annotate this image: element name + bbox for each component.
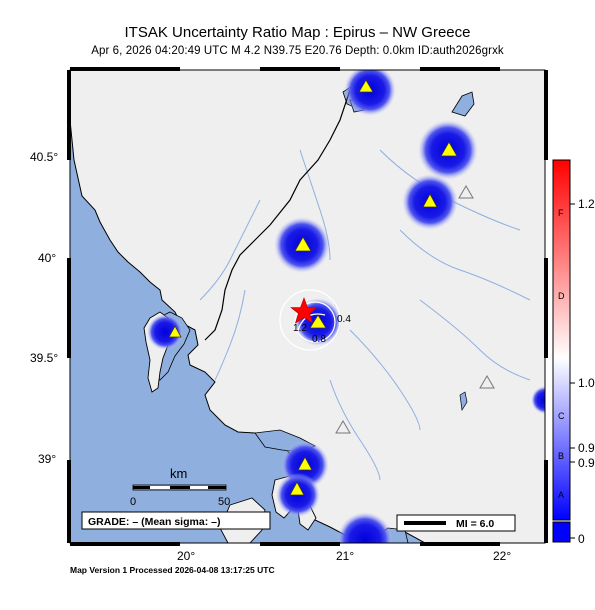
cbar-letter: A (558, 490, 564, 500)
cbar-letter: C (558, 411, 565, 421)
cbar-value: 0.9 (578, 441, 595, 455)
contour-label-3: 0.8 (312, 334, 326, 345)
lat-label: 39° (38, 452, 56, 466)
map-frame (67, 67, 548, 546)
lat-label: 39.5° (30, 351, 58, 365)
grade-text: GRADE: – (Mean sigma: –) (88, 516, 220, 528)
epicenter-star-icon (290, 297, 318, 324)
station-triangle-icon (440, 141, 458, 157)
station-triangle-icon (422, 193, 438, 208)
uncertainty-contours (279, 289, 341, 351)
lat-label: 40° (38, 251, 56, 265)
scale-start: 0 (130, 496, 136, 508)
contour-label-2: 1.2 (293, 323, 307, 334)
latitude-labels: 40.5° 40° 39.5° 39° (30, 150, 58, 466)
lat-label: 40.5° (30, 150, 58, 164)
mi-legend-box: MI = 6.0 (396, 514, 516, 532)
colorbar: F D C B A 1.2 1.0 0.9 0.9 0 (552, 159, 595, 546)
scale-unit: km (170, 466, 187, 481)
cbar-letter: F (558, 208, 564, 218)
mi-text: MI = 6.0 (456, 518, 494, 530)
station-triangle-icon (309, 314, 327, 329)
station-triangle-icon (289, 481, 305, 496)
lon-label: 20° (177, 549, 195, 563)
scale-end: 50 (218, 496, 230, 508)
map-title: ITSAK Uncertainty Ratio Map : Epirus – N… (124, 24, 471, 41)
longitude-labels: 20° 21° 22° (177, 549, 511, 563)
cbar-letter: D (558, 291, 565, 301)
lon-label: 22° (493, 549, 511, 563)
station-open-triangle-icon (479, 375, 495, 389)
station-open-triangle-icon (335, 420, 351, 434)
contour-label-1: 0.4 (337, 314, 351, 325)
map-subtitle: Apr 6, 2026 04:20:49 UTC M 4.2 N39.75 E2… (91, 45, 504, 57)
grade-box: GRADE: – (Mean sigma: –) (81, 511, 271, 530)
lon-label: 21° (336, 549, 354, 563)
cbar-value: 0 (578, 532, 585, 546)
station-triangle-icon (294, 236, 312, 252)
map-area: 0.4 1.2 0.8 (70, 70, 545, 543)
cbar-value: 0.9 (578, 456, 595, 470)
station-triangle-icon (358, 79, 374, 93)
country-border (204, 89, 351, 341)
station-triangle-icon (297, 456, 313, 471)
stations (168, 79, 458, 496)
cbar-letter: B (558, 451, 564, 461)
station-open-triangle-icon (458, 185, 474, 199)
map-footer: Map Version 1 Processed 2026-04-08 13:17… (70, 565, 275, 575)
station-triangle-icon (168, 325, 182, 338)
cbar-value: 1.0 (578, 376, 595, 390)
scale-bar: km 0 50 (130, 466, 230, 508)
cbar-value: 1.2 (578, 197, 595, 211)
